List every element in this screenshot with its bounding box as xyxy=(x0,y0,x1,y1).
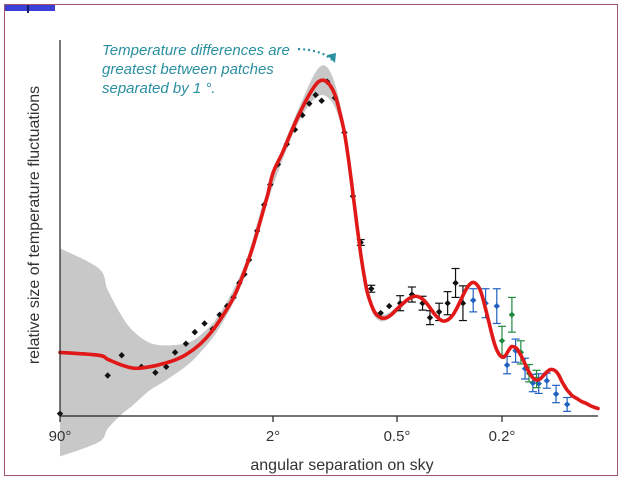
data-point xyxy=(535,380,542,387)
data-point xyxy=(503,361,511,369)
data-point xyxy=(444,300,451,307)
annotation-layer: Temperature differences are greatest betw… xyxy=(102,42,336,97)
data-point xyxy=(452,279,459,287)
annotation-text: Temperature differences are xyxy=(102,42,290,59)
x-axis-label: angular separation on sky xyxy=(250,457,433,474)
model-curve xyxy=(58,78,600,411)
uncertainty-band xyxy=(60,65,410,457)
data-point xyxy=(318,97,325,104)
x-tick-label: 0.2° xyxy=(489,428,516,445)
data-point xyxy=(171,349,179,356)
data-point xyxy=(312,91,319,99)
data-point xyxy=(191,328,198,336)
data-point xyxy=(386,302,393,310)
data-point xyxy=(426,314,434,321)
x-tick-label: 2° xyxy=(266,428,280,445)
corner-tick xyxy=(27,5,29,13)
data-point xyxy=(182,340,190,347)
data-point xyxy=(493,302,500,310)
data-point xyxy=(508,311,516,318)
data-point xyxy=(435,308,443,316)
annotation-arrowhead xyxy=(327,53,336,63)
data-point xyxy=(152,369,159,376)
annotation-text: greatest between patches xyxy=(102,61,274,78)
data-point xyxy=(543,377,551,384)
data-point xyxy=(563,401,571,408)
data-point xyxy=(104,372,111,379)
x-tick-label: 90° xyxy=(49,428,72,445)
annotation-text: separated by 1 °. xyxy=(102,80,216,97)
data-point xyxy=(470,297,477,304)
data-point xyxy=(368,285,375,292)
data-point xyxy=(498,337,506,344)
curve-layer xyxy=(58,78,600,411)
axis-layer: 90° 2° 0.5° 0.2° xyxy=(49,40,598,445)
x-tick-label: 0.5° xyxy=(384,428,411,445)
data-point xyxy=(118,352,125,359)
data-point xyxy=(552,390,560,398)
data-point xyxy=(306,100,313,107)
y-axis-label: relative size of temperature fluctuation… xyxy=(26,86,43,364)
corner-accent xyxy=(5,5,55,11)
data-point xyxy=(512,347,519,354)
annotation-arrow xyxy=(297,47,333,61)
data-point xyxy=(201,320,208,327)
data-point xyxy=(163,363,170,371)
band-layer xyxy=(60,65,410,457)
